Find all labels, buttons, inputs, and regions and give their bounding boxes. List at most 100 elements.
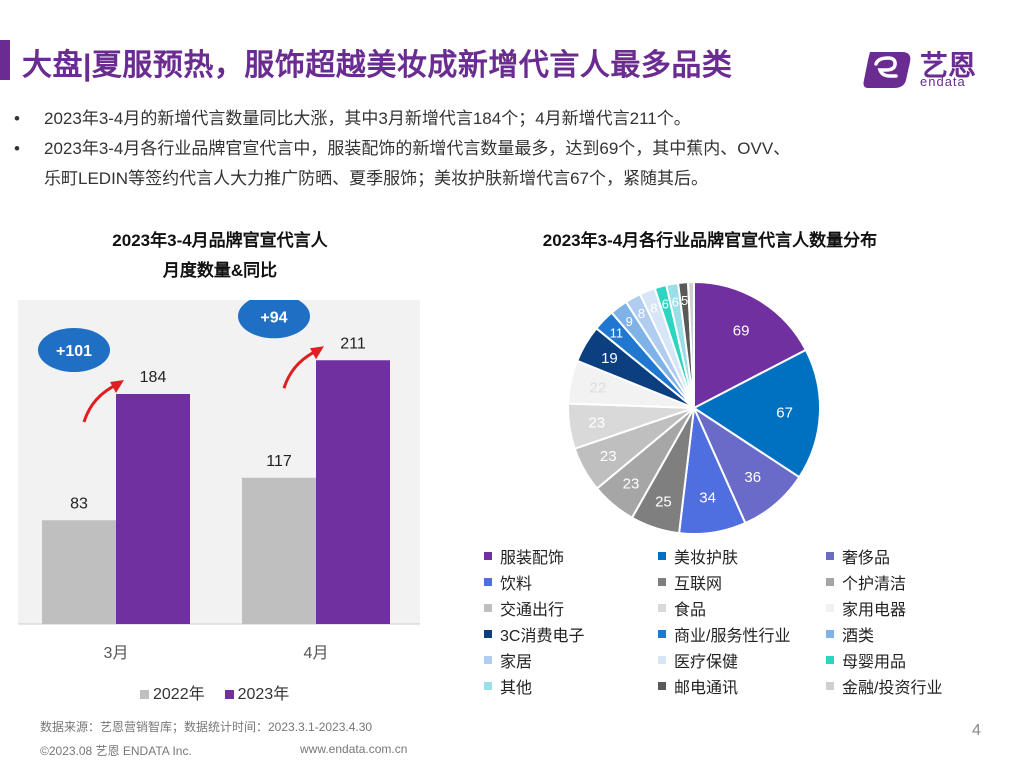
bar-value-label: 83 bbox=[70, 495, 88, 512]
legend-swatch bbox=[484, 630, 492, 638]
legend-swatch bbox=[484, 604, 492, 612]
legend-swatch bbox=[484, 656, 492, 664]
legend-swatch bbox=[658, 604, 666, 612]
copyright: ©2023.08 艺恩 ENDATA Inc. bbox=[40, 744, 192, 758]
page-title: 大盘|夏服预热，服饰超越美妆成新增代言人最多品类 bbox=[22, 49, 733, 82]
legend-swatch bbox=[140, 690, 149, 699]
bar-chart: 83 184 3月 +101 117 211 4月 +94 bbox=[18, 300, 420, 662]
pie-value-label: 8 bbox=[638, 306, 645, 321]
page-number: 4 bbox=[972, 722, 981, 739]
logo-text: 艺恩 bbox=[920, 50, 977, 81]
pie-slice-美妆护肤 bbox=[692, 348, 821, 479]
endata-logo-icon bbox=[863, 52, 911, 88]
legend-label: 家用电器 bbox=[842, 602, 907, 619]
bullet-text: 2023年3-4月各行业品牌官宣代言中，服装配饰的新增代言数量最多，达到69个，… bbox=[44, 139, 791, 158]
website-link[interactable]: www.endata.com.cn bbox=[300, 742, 408, 756]
bar-2022年-3月 bbox=[42, 520, 116, 624]
pie-chart-title: 2023年3-4月各行业品牌官宣代言人数量分布 bbox=[542, 231, 878, 250]
legend-item-食品: 食品 bbox=[658, 596, 706, 620]
legend-item-美妆护肤: 美妆护肤 bbox=[658, 544, 738, 568]
legend-item-商业/服务性行业: 商业/服务性行业 bbox=[658, 622, 790, 646]
legend-label: 邮电通讯 bbox=[674, 680, 739, 697]
legend-item-母婴用品: 母婴用品 bbox=[826, 648, 906, 672]
legend-swatch bbox=[484, 682, 492, 690]
bar-chart-title-line2: 月度数量&同比 bbox=[162, 261, 278, 280]
legend-label: 美妆护肤 bbox=[674, 550, 739, 567]
bullet-text-continued: 乐町LEDIN等签约代言人大力推广防晒、夏季服饰；美妆护肤新增代言67个，紧随其… bbox=[44, 169, 708, 188]
pie-value-label: 5 bbox=[681, 293, 688, 308]
legend-swatch bbox=[484, 552, 492, 560]
bar-chart-legend: 2022年 2023年 bbox=[140, 680, 289, 704]
legend-label: 家居 bbox=[500, 654, 533, 671]
legend-label: 商业/服务性行业 bbox=[674, 628, 791, 645]
bar-chart-title: 2023年3-4月品牌官宣代言人 月度数量&同比 bbox=[40, 226, 400, 286]
legend-label: 饮料 bbox=[500, 576, 533, 593]
bullet-item-1: • 2023年3-4月的新增代言数量同比大涨，其中3月新增代言184个；4月新增… bbox=[14, 104, 1004, 134]
legend-label: 酒类 bbox=[842, 628, 875, 645]
growth-arrowhead bbox=[110, 380, 124, 393]
pie-value-label: 22 bbox=[590, 380, 607, 397]
legend-swatch bbox=[826, 578, 834, 586]
legend-swatch bbox=[484, 578, 492, 586]
legend-item-3C消费电子: 3C消费电子 bbox=[484, 622, 584, 646]
bullet-text: 2023年3-4月的新增代言数量同比大涨，其中3月新增代言184个；4月新增代言… bbox=[44, 109, 691, 128]
legend-label: 医疗保健 bbox=[674, 654, 739, 671]
pie-value-label: 23 bbox=[623, 475, 640, 492]
legend-swatch bbox=[826, 552, 834, 560]
legend-item-家居: 家居 bbox=[484, 648, 532, 672]
x-tick-label: 3月 bbox=[104, 645, 129, 662]
legend-2022: 2022年 bbox=[140, 680, 205, 704]
logo-subtext: endata bbox=[920, 74, 966, 89]
legend-item-交通出行: 交通出行 bbox=[484, 596, 564, 620]
legend-2023: 2023年 bbox=[224, 680, 289, 704]
legend-label: 个护清洁 bbox=[842, 576, 907, 593]
legend-label: 2022年 bbox=[153, 686, 205, 703]
legend-label: 食品 bbox=[674, 602, 707, 619]
legend-swatch bbox=[658, 656, 666, 664]
pie-value-label: 67 bbox=[776, 405, 793, 422]
legend-label: 交通出行 bbox=[500, 602, 565, 619]
data-source: 数据来源：艺恩营销智库；数据统计时间：2023.3.1-2023.4.30 bbox=[40, 720, 373, 734]
bullet-marker: • bbox=[14, 109, 20, 128]
legend-item-饮料: 饮料 bbox=[484, 570, 532, 594]
legend-swatch bbox=[658, 552, 666, 560]
legend-label: 奢侈品 bbox=[842, 550, 891, 567]
legend-swatch bbox=[658, 682, 666, 690]
bar-2022年-4月 bbox=[242, 477, 316, 624]
legend-item-服装配饰: 服装配饰 bbox=[484, 544, 564, 568]
growth-arrowhead bbox=[310, 346, 324, 360]
bar-value-label: 184 bbox=[140, 369, 167, 386]
legend-label: 金融/投资行业 bbox=[842, 680, 943, 697]
legend-swatch bbox=[826, 656, 834, 664]
legend-item-互联网: 互联网 bbox=[658, 570, 722, 594]
growth-badge: +101 bbox=[38, 328, 110, 372]
pie-value-label: 34 bbox=[699, 490, 716, 507]
legend-item-医疗保健: 医疗保健 bbox=[658, 648, 738, 672]
growth-badge-bg bbox=[238, 300, 310, 339]
legend-item-奢侈品: 奢侈品 bbox=[826, 544, 890, 568]
legend-label: 3C消费电子 bbox=[500, 628, 585, 645]
pie-value-label: 11 bbox=[610, 325, 624, 340]
legend-item-金融/投资行业: 金融/投资行业 bbox=[826, 674, 942, 698]
growth-badge-label: +101 bbox=[56, 343, 92, 360]
pie-slice-金融/投资行业 bbox=[686, 280, 695, 409]
legend-swatch bbox=[826, 604, 834, 612]
pie-value-label: 6 bbox=[672, 294, 679, 309]
legend-swatch bbox=[826, 630, 834, 638]
bar-2023年-4月 bbox=[316, 360, 390, 624]
legend-item-个护清洁: 个护清洁 bbox=[826, 570, 906, 594]
title-accent-bar bbox=[0, 40, 10, 80]
legend-label: 母婴用品 bbox=[842, 654, 907, 671]
legend-swatch bbox=[224, 690, 234, 699]
legend-label: 服装配饰 bbox=[500, 550, 565, 567]
legend-swatch bbox=[658, 578, 666, 586]
legend-swatch bbox=[826, 682, 834, 690]
pie-value-label: 69 bbox=[733, 322, 750, 339]
bar-chart-title-line1: 2023年3-4月品牌官宣代言人 bbox=[112, 231, 328, 250]
pie-value-label: 9 bbox=[626, 314, 633, 329]
bullet-list: • 2023年3-4月的新增代言数量同比大涨，其中3月新增代言184个；4月新增… bbox=[14, 104, 1004, 194]
bullet-item-2: • 2023年3-4月各行业品牌官宣代言中，服装配饰的新增代言数量最多，达到69… bbox=[14, 134, 1004, 164]
bar-value-label: 117 bbox=[266, 453, 292, 470]
legend-item-其他: 其他 bbox=[484, 674, 532, 698]
